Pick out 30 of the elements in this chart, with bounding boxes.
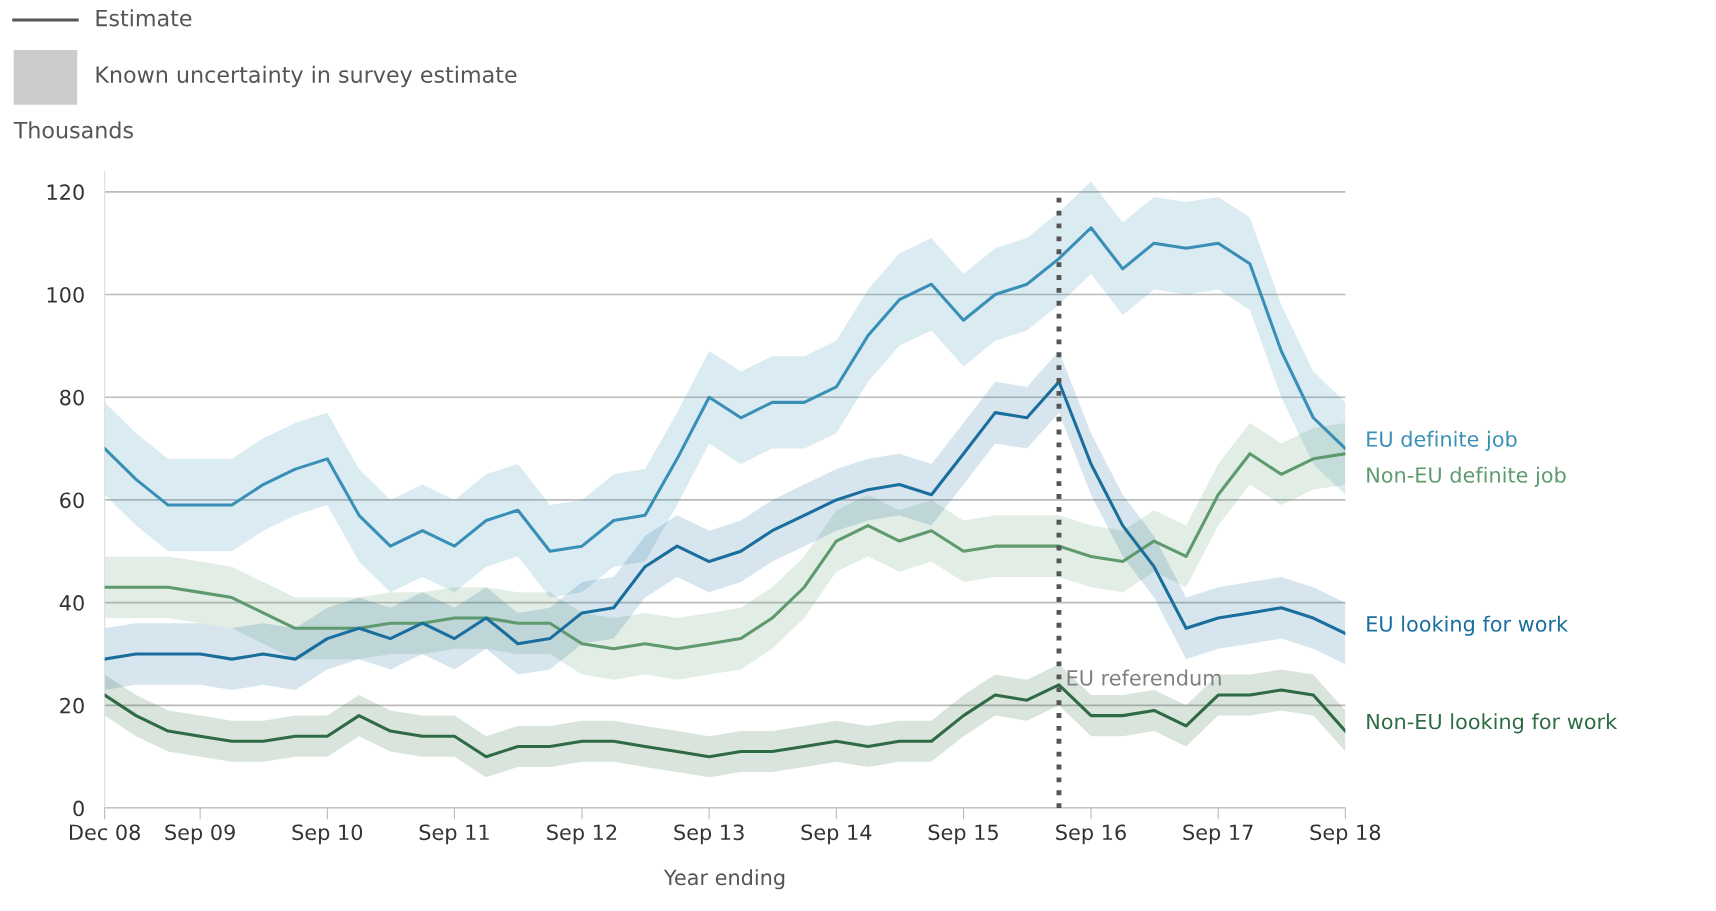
y-tick-label: 100 <box>47 286 84 303</box>
text: Known uncertainty in survey estimate <box>96 65 517 88</box>
y-tick-label: 20 <box>60 697 84 714</box>
x-tick-label: Sep 16 <box>1056 824 1126 845</box>
x-tick-label: Sep 18 <box>1310 824 1381 845</box>
x-tick-label: Sep 11 <box>419 824 489 845</box>
series-label: EU looking for work <box>1367 615 1569 636</box>
x-tick-label: Sep 13 <box>674 824 744 845</box>
x-tick-label: Sep 14 <box>801 824 872 845</box>
y-tick-label: 0 <box>73 800 84 817</box>
x-tick-label: Dec 08 <box>70 824 140 841</box>
line-series <box>104 452 1346 651</box>
line-series <box>104 380 1346 661</box>
series-label: Non-EU looking for work <box>1367 713 1618 734</box>
ref-line-label: EU referendum <box>1067 669 1221 686</box>
x-tick-label: Sep 10 <box>292 824 363 845</box>
series-label: Non-EU definite job <box>1367 466 1566 487</box>
y-tick-label: 80 <box>60 389 84 406</box>
x-tick-label: Sep 17 <box>1183 824 1253 845</box>
x-tick-label: Sep 09 <box>165 824 235 845</box>
y-tick-label: 120 <box>47 184 84 201</box>
y-tick-label: 40 <box>59 595 84 611</box>
series-label: EU definite job <box>1367 430 1517 451</box>
y-axis-title: Thousands <box>13 121 133 139</box>
x-tick-label: Sep 15 <box>928 824 998 845</box>
x-tick-label: Sep 12 <box>547 824 617 845</box>
text: Estimate <box>96 9 192 27</box>
y-tick-label: 60 <box>60 492 84 509</box>
x-axis-title: Year ending <box>663 869 785 890</box>
line-series <box>104 226 1346 553</box>
